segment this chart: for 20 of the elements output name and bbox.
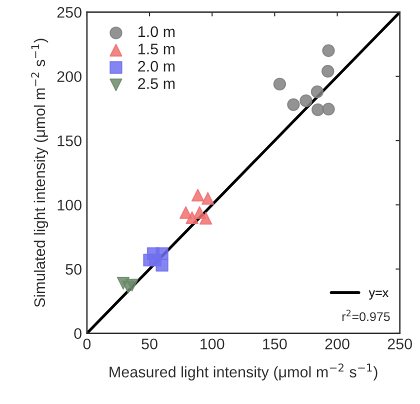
x-tick-label: 50 — [142, 338, 158, 350]
y-tick-label: 100 — [58, 200, 82, 211]
legend-label: 2.5 m — [138, 78, 175, 89]
x-tick-label: 100 — [200, 338, 224, 350]
x-tick-label: 0 — [83, 338, 91, 350]
x-tick-label: 150 — [263, 338, 287, 350]
y-tick-label: 150 — [58, 135, 82, 146]
x-tick-label: 250 — [388, 338, 412, 350]
y-tick-label: 250 — [57, 6, 82, 18]
x-tick-label: 200 — [325, 338, 350, 350]
y-tick-label: 0 — [74, 328, 82, 339]
legend-label: 1.5 m — [138, 44, 175, 54]
y-tick-label: 200 — [57, 71, 82, 82]
x-axis-title: Measured light intensity (μmol m$^{−2}$ s$^{−1}$) — [110, 364, 378, 380]
y-axis-title: Simulated light intensity (μmol m$^{−2}$ s$^{−1}$) — [31, 38, 48, 307]
annotation: r$^{2}$=0.975 — [342, 310, 390, 322]
legend-label: 1.0 m — [138, 26, 175, 38]
y-tick-label: 50 — [66, 264, 82, 275]
legend-label: y=x — [368, 290, 388, 300]
legend-label: 2.0 m — [138, 60, 175, 72]
